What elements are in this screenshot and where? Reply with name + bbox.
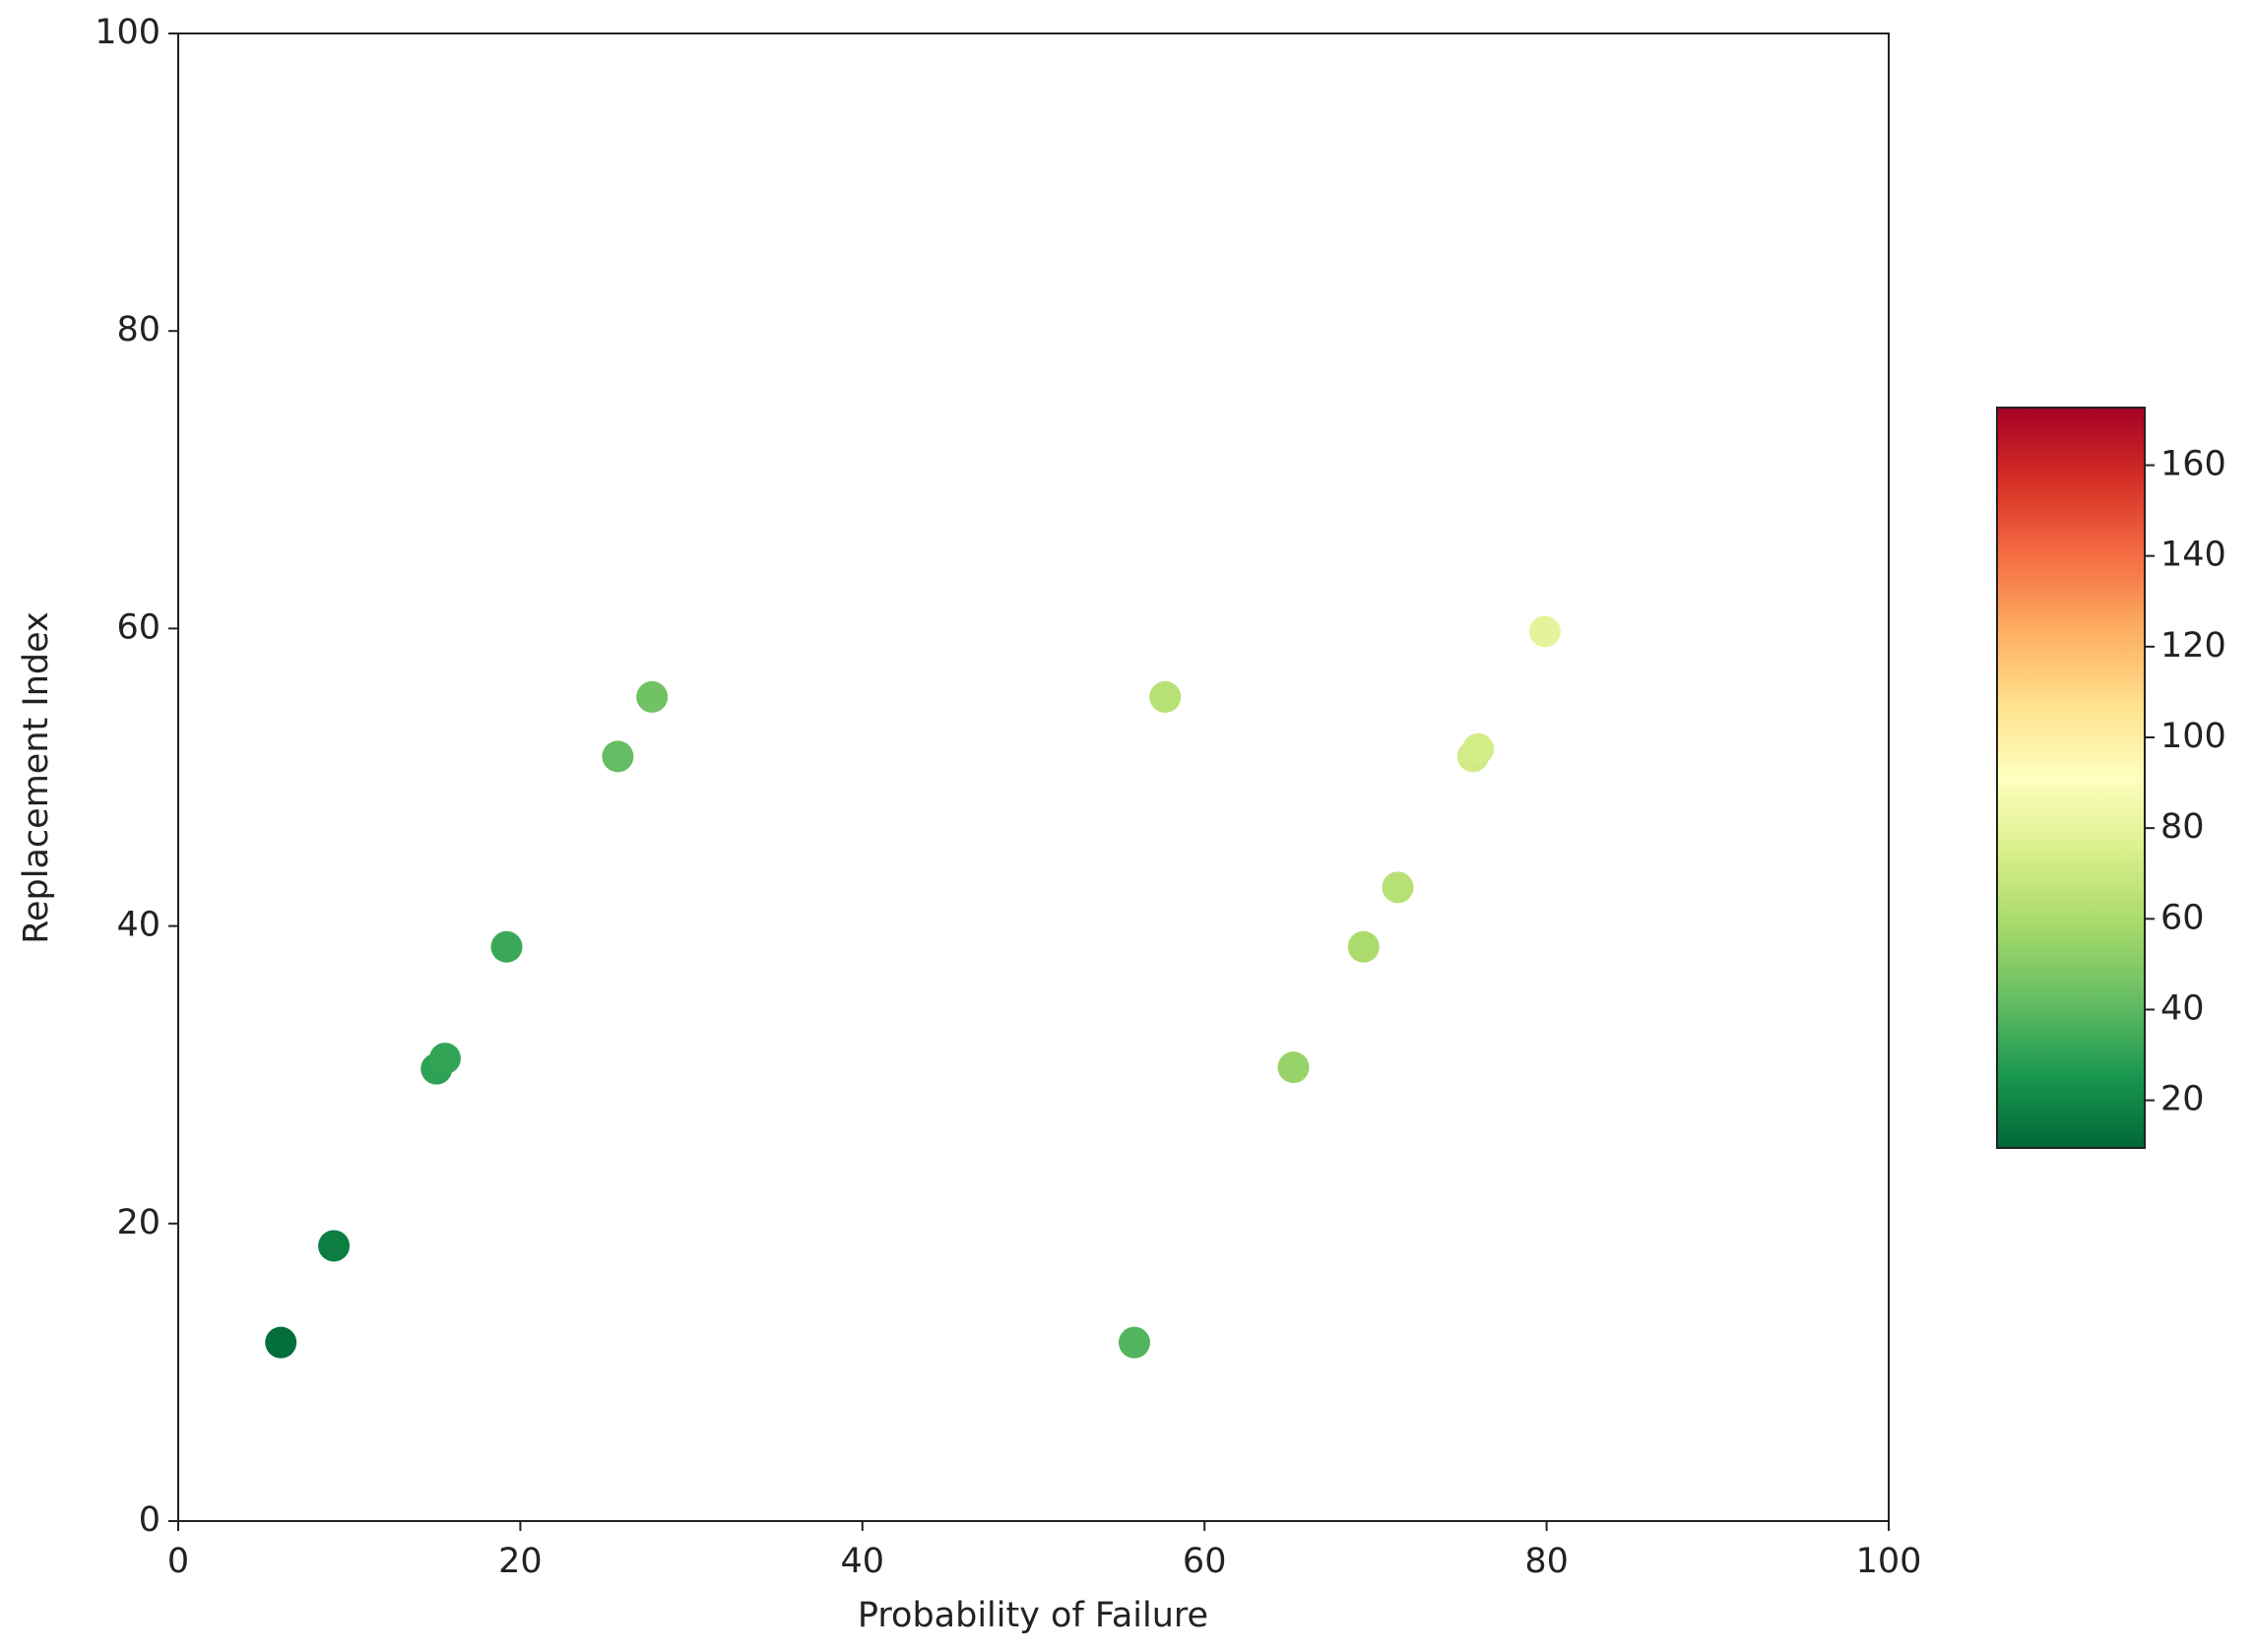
point	[1347, 930, 1380, 963]
point	[602, 740, 634, 773]
x-tick-label: 40	[841, 1542, 885, 1581]
colorbar-tick-label: 40	[2160, 988, 2205, 1028]
point	[318, 1230, 351, 1262]
point	[1528, 615, 1561, 648]
point	[636, 680, 669, 713]
x-axis-label: Probability of Failure	[858, 1596, 1208, 1635]
x-tick-label: 60	[1183, 1542, 1227, 1581]
point	[490, 930, 523, 963]
y-tick-label: 100	[95, 13, 161, 52]
y-tick-label: 0	[139, 1500, 161, 1540]
point	[265, 1326, 297, 1359]
point	[1149, 680, 1182, 713]
x-tick-label: 100	[1856, 1542, 1922, 1581]
point	[1277, 1051, 1310, 1084]
x-tick-label: 80	[1524, 1542, 1569, 1581]
point	[428, 1043, 461, 1075]
colorbar-tick-label: 60	[2160, 898, 2205, 937]
colorbar-tick-label: 140	[2160, 536, 2226, 575]
point	[1118, 1326, 1150, 1359]
y-tick-label: 80	[116, 310, 161, 349]
point	[1462, 732, 1495, 765]
colorbar-tick-label: 100	[2160, 717, 2226, 756]
plot-frame	[177, 32, 1890, 1522]
colorbar-tick-label: 160	[2160, 445, 2226, 484]
y-axis-label: Replacement Index	[17, 611, 56, 943]
colorbar-tick-label: 120	[2160, 626, 2226, 666]
x-tick-label: 20	[498, 1542, 543, 1581]
y-tick-label: 40	[116, 906, 161, 945]
point	[1382, 871, 1414, 904]
y-tick-label: 60	[116, 607, 161, 647]
colorbar	[1996, 407, 2146, 1149]
colorbar-tick-label: 20	[2160, 1080, 2205, 1119]
colorbar-tick-label: 80	[2160, 807, 2205, 847]
x-tick-label: 0	[167, 1542, 189, 1581]
y-tick-label: 20	[116, 1203, 161, 1242]
